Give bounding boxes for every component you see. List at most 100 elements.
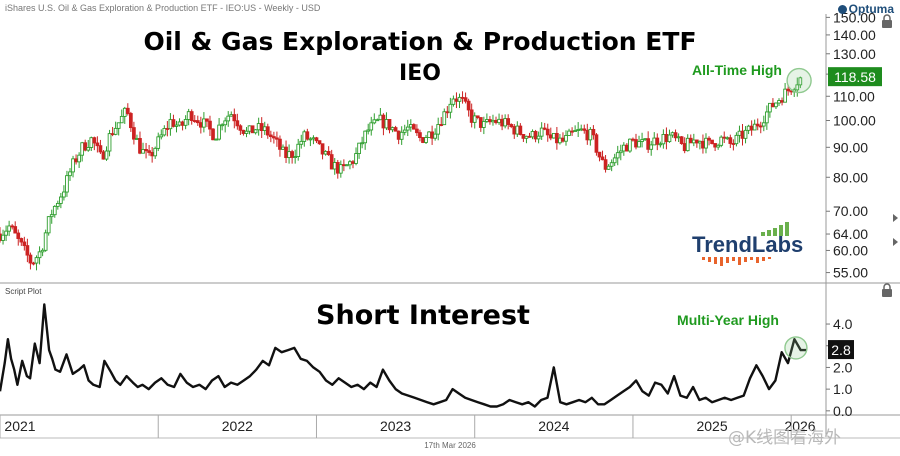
candle-body <box>664 134 669 143</box>
candle-body <box>1 234 5 241</box>
candle-body <box>500 118 504 127</box>
price-candle <box>46 216 51 236</box>
candle-body <box>646 138 651 150</box>
candle-body <box>278 138 282 150</box>
price-candle <box>649 140 654 156</box>
candle-body <box>466 100 471 111</box>
price-candle <box>573 125 577 132</box>
candle-body <box>542 127 547 130</box>
candle-body <box>591 128 596 136</box>
multi-year-high-marker <box>784 336 808 360</box>
price-candle <box>682 137 687 154</box>
price-candle <box>402 124 407 136</box>
candle-body <box>101 151 106 160</box>
candle-body <box>497 118 501 124</box>
logo-bar-green <box>761 232 765 236</box>
candle-body <box>366 129 371 132</box>
candle-body <box>618 150 623 154</box>
price-candle <box>567 128 571 136</box>
candle-body <box>652 137 657 146</box>
candle-body <box>783 88 787 103</box>
price-candle <box>31 261 36 266</box>
price-candle <box>83 139 88 152</box>
price-candle <box>713 143 717 152</box>
candle-body <box>211 128 215 141</box>
price-candle <box>345 164 349 167</box>
candle-body <box>491 119 495 123</box>
candle-body <box>710 139 714 144</box>
price-candle <box>34 255 39 271</box>
candle-body <box>433 133 438 139</box>
candle-body <box>643 138 647 141</box>
candle-body <box>198 122 203 128</box>
price-candle <box>609 159 614 172</box>
price-candle <box>65 170 69 197</box>
price-candle <box>338 160 343 178</box>
candle-body <box>548 134 553 139</box>
candle-body <box>49 214 54 218</box>
candle-body <box>144 149 148 152</box>
candle-body <box>116 122 121 129</box>
price-candle <box>621 142 626 156</box>
price-candle <box>238 124 243 135</box>
logo-bar-green <box>767 230 771 236</box>
price-candle <box>710 139 714 145</box>
logo-bar-orange <box>738 257 741 265</box>
candle-body <box>749 125 754 131</box>
price-candle <box>220 123 224 131</box>
price-candle <box>746 124 751 135</box>
candle-body <box>338 164 343 174</box>
price-tick-label: 130.00 <box>833 46 876 62</box>
candle-body <box>348 161 352 166</box>
price-candle <box>509 123 514 129</box>
price-candle <box>421 137 425 144</box>
price-candle <box>454 92 459 109</box>
price-candle <box>576 122 581 138</box>
price-candle <box>125 103 130 116</box>
candle-body <box>326 150 331 156</box>
brand-name: Optuma <box>848 2 894 16</box>
price-candle <box>405 119 410 137</box>
logo-bar-orange <box>720 257 723 266</box>
price-candle <box>679 136 684 145</box>
candle-body <box>110 133 115 136</box>
candle-body <box>713 143 717 148</box>
candle-body <box>615 152 620 159</box>
price-candle <box>272 131 276 144</box>
candle-body <box>424 137 428 143</box>
logo-bar-orange <box>768 257 771 259</box>
price-candle <box>582 124 587 134</box>
candle-body <box>296 143 301 158</box>
price-candle <box>357 142 361 159</box>
candle-body <box>13 226 18 234</box>
candle-body <box>771 102 775 108</box>
candle-body <box>107 133 112 152</box>
candle-body <box>25 245 30 256</box>
price-candle <box>55 200 60 210</box>
price-candle <box>226 111 231 127</box>
price-candle <box>278 135 282 157</box>
candle-body <box>384 119 389 129</box>
price-candle <box>198 116 203 134</box>
price-candle <box>378 108 383 121</box>
price-candle <box>515 121 520 138</box>
price-candle <box>229 111 234 117</box>
lock-body <box>882 289 892 297</box>
price-candle <box>451 95 456 107</box>
candle-body <box>390 127 395 131</box>
price-candle <box>758 121 763 134</box>
price-candle <box>10 224 15 230</box>
candle-body <box>597 151 602 158</box>
candle-body <box>545 128 550 136</box>
all-time-high-annotation: All-Time High <box>692 62 782 78</box>
candle-body <box>214 138 218 141</box>
price-candle <box>761 115 766 132</box>
price-candle <box>512 124 517 139</box>
price-candle <box>533 129 538 143</box>
price-candle <box>777 98 781 107</box>
price-candle <box>22 236 27 251</box>
price-candle <box>13 221 18 234</box>
price-candle <box>415 124 419 136</box>
price-candle <box>135 134 139 140</box>
candle-body <box>567 130 571 136</box>
